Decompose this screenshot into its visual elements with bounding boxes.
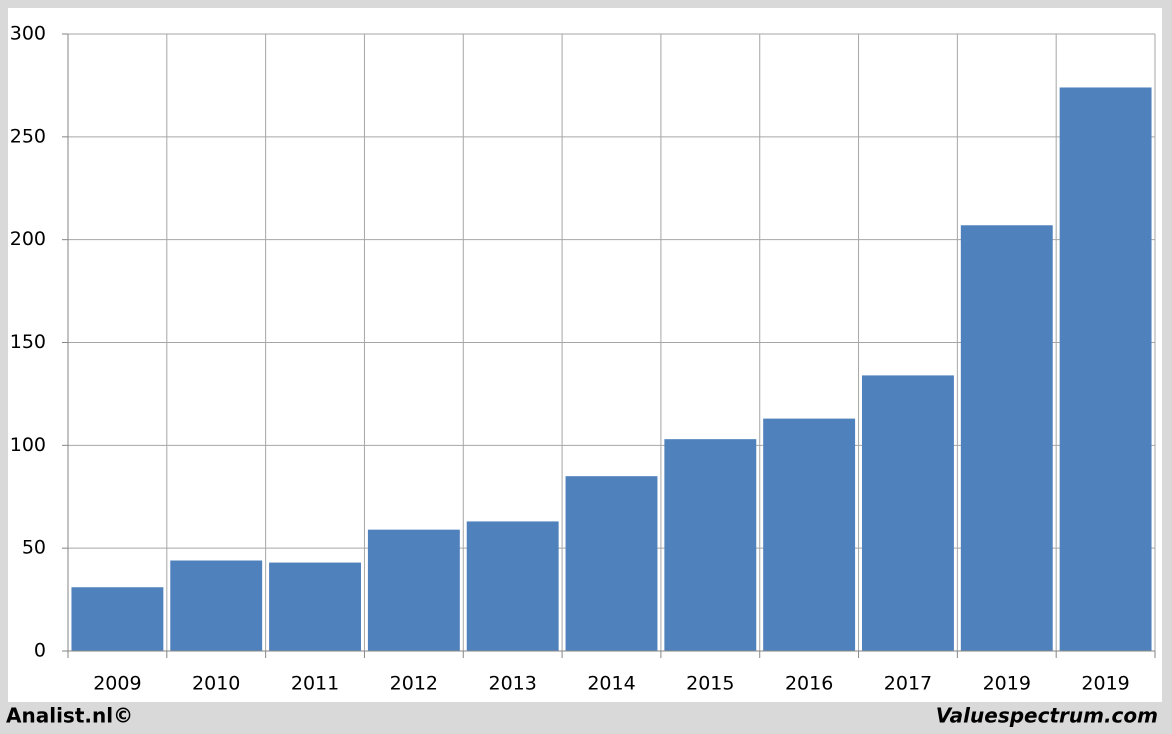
y-tick-label: 150 bbox=[10, 331, 46, 353]
bar bbox=[664, 439, 757, 651]
bar bbox=[466, 521, 559, 651]
y-tick-label: 100 bbox=[10, 434, 46, 456]
x-tick-label: 2009 bbox=[93, 673, 141, 695]
bar bbox=[367, 529, 460, 651]
y-tick-label: 250 bbox=[10, 125, 46, 147]
footer-right: Valuespectrum.com bbox=[936, 704, 1158, 728]
x-tick-label: 2016 bbox=[785, 673, 833, 695]
x-tick-label: 2017 bbox=[884, 673, 932, 695]
y-tick-label: 0 bbox=[34, 640, 46, 662]
bar bbox=[763, 418, 856, 651]
x-tick-label: 2015 bbox=[686, 673, 734, 695]
x-tick-label: 2013 bbox=[489, 673, 537, 695]
x-tick-label: 2019 bbox=[1081, 673, 1129, 695]
y-tick-label: 300 bbox=[10, 23, 46, 45]
bar bbox=[71, 587, 164, 651]
bar bbox=[862, 375, 954, 651]
bar bbox=[269, 562, 361, 651]
x-tick-label: 2014 bbox=[587, 673, 635, 695]
footer-left: Analist.nl© bbox=[6, 704, 133, 728]
x-tick-label: 2012 bbox=[390, 673, 438, 695]
x-tick-label: 2019 bbox=[983, 673, 1031, 695]
x-tick-label: 2011 bbox=[291, 673, 339, 695]
x-tick-label: 2010 bbox=[192, 673, 240, 695]
bar bbox=[960, 225, 1053, 651]
y-tick-label: 200 bbox=[10, 228, 46, 250]
y-tick-label: 50 bbox=[22, 537, 46, 559]
bar bbox=[565, 476, 658, 651]
bar bbox=[170, 560, 263, 651]
bar bbox=[1059, 87, 1152, 652]
